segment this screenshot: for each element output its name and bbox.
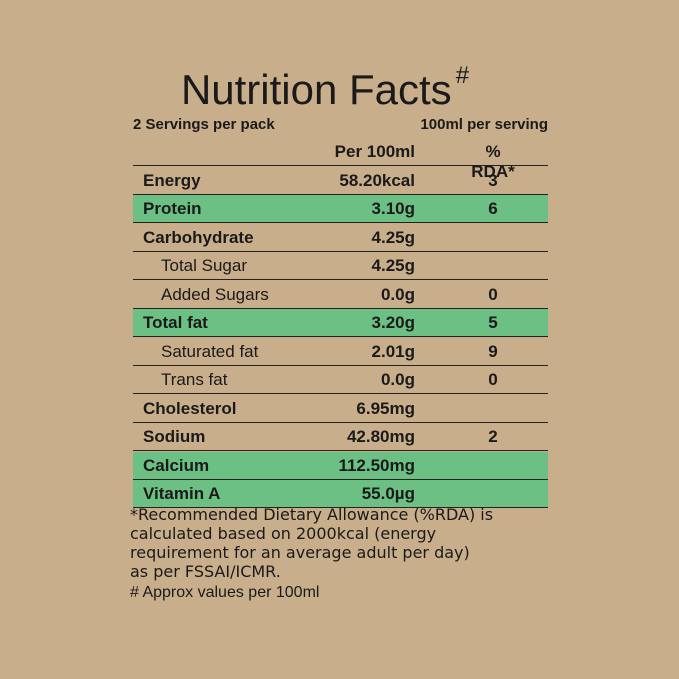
nutrient-name: Added Sugars xyxy=(161,284,269,304)
title-text: Nutrition Facts xyxy=(180,66,452,113)
nutrient-name: Energy xyxy=(143,170,201,190)
nutrient-row: Trans fat 0.0g 0 xyxy=(133,366,548,394)
nutrient-rda: 6 xyxy=(488,199,498,218)
nutrient-name: Protein xyxy=(143,199,202,218)
footnote: requirement for an average adult per day… xyxy=(130,543,470,562)
nutrient-name: Cholesterol xyxy=(143,398,237,418)
nutrient-row: Cholesterol 6.95mg xyxy=(133,395,548,423)
nutrient-amount: 3.20g xyxy=(371,313,415,332)
nutrient-rda: 2 xyxy=(488,427,498,446)
nutrient-row: Vitamin A 55.0µg xyxy=(133,480,548,508)
nutrient-row: Sodium 42.80mg 2 xyxy=(133,423,548,451)
nutrient-row: Energy 58.20kcal 3 xyxy=(133,167,548,195)
nutrient-name: Calcium xyxy=(143,455,210,475)
nutrient-name: Total fat xyxy=(143,313,208,332)
servings: 2 Servings per pack xyxy=(133,116,275,133)
nutrient-amount: 112.50mg xyxy=(338,455,415,475)
footnote: calculated based on 2000kcal (energy xyxy=(130,524,437,543)
serving-size: 100ml per serving xyxy=(420,116,548,133)
nutrient-amount: 4.25g xyxy=(371,256,415,275)
column-header: % RDA* xyxy=(471,142,515,181)
nutrient-name: Sodium xyxy=(143,427,206,446)
header-row: Per 100ml % RDA* xyxy=(133,138,548,181)
nutrient-amount: 58.20kcal xyxy=(339,170,415,190)
nutrient-rda: 9 xyxy=(488,341,498,361)
nutrient-rda: 5 xyxy=(488,313,498,332)
nutrient-row: Calcium 112.50mg xyxy=(133,451,548,480)
nutrient-rda: 0 xyxy=(488,370,498,389)
nutrient-amount: 0.0g xyxy=(380,370,415,389)
nutrient-name: Vitamin A xyxy=(143,484,221,503)
nutrient-name: Total Sugar xyxy=(161,256,247,275)
nutrient-rda: 3 xyxy=(488,170,498,190)
nutrient-rda: 0 xyxy=(488,284,498,304)
nutrient-row: Saturated fat 2.01g 9 xyxy=(133,338,548,366)
nutrient-name: Trans fat xyxy=(161,370,228,389)
footnote: as per FSSAI/ICMR. xyxy=(130,562,281,581)
footnote: # Approx values per 100ml xyxy=(130,584,320,601)
column-header: Per 100ml xyxy=(334,142,415,161)
nutrient-name: Saturated fat xyxy=(161,341,259,361)
nutrient-amount: 4.25g xyxy=(371,227,415,247)
title-mark: # xyxy=(455,62,470,89)
nutrient-name: Carbohydrate xyxy=(143,227,254,247)
nutrient-row: Total fat 3.20g 5 xyxy=(133,309,548,337)
nutrient-row: Protein 3.10g 6 xyxy=(133,195,548,223)
nutrient-row: Added Sugars 0.0g 0 xyxy=(133,281,548,309)
nutrient-amount: 6.95mg xyxy=(356,398,415,418)
nutrient-amount: 42.80mg xyxy=(346,427,415,446)
nutrient-amount: 55.0µg xyxy=(361,484,415,503)
nutrient-amount: 3.10g xyxy=(371,199,415,218)
nutrient-amount: 2.01g xyxy=(371,341,415,361)
nutrient-row: Carbohydrate 4.25g xyxy=(133,224,548,252)
footnote: *Recommended Dietary Allowance (%RDA) is xyxy=(130,505,494,524)
nutrient-row: Total Sugar 4.25g xyxy=(133,252,548,280)
title: Nutrition Facts # xyxy=(0,62,650,114)
nutrient-amount: 0.0g xyxy=(380,284,415,304)
